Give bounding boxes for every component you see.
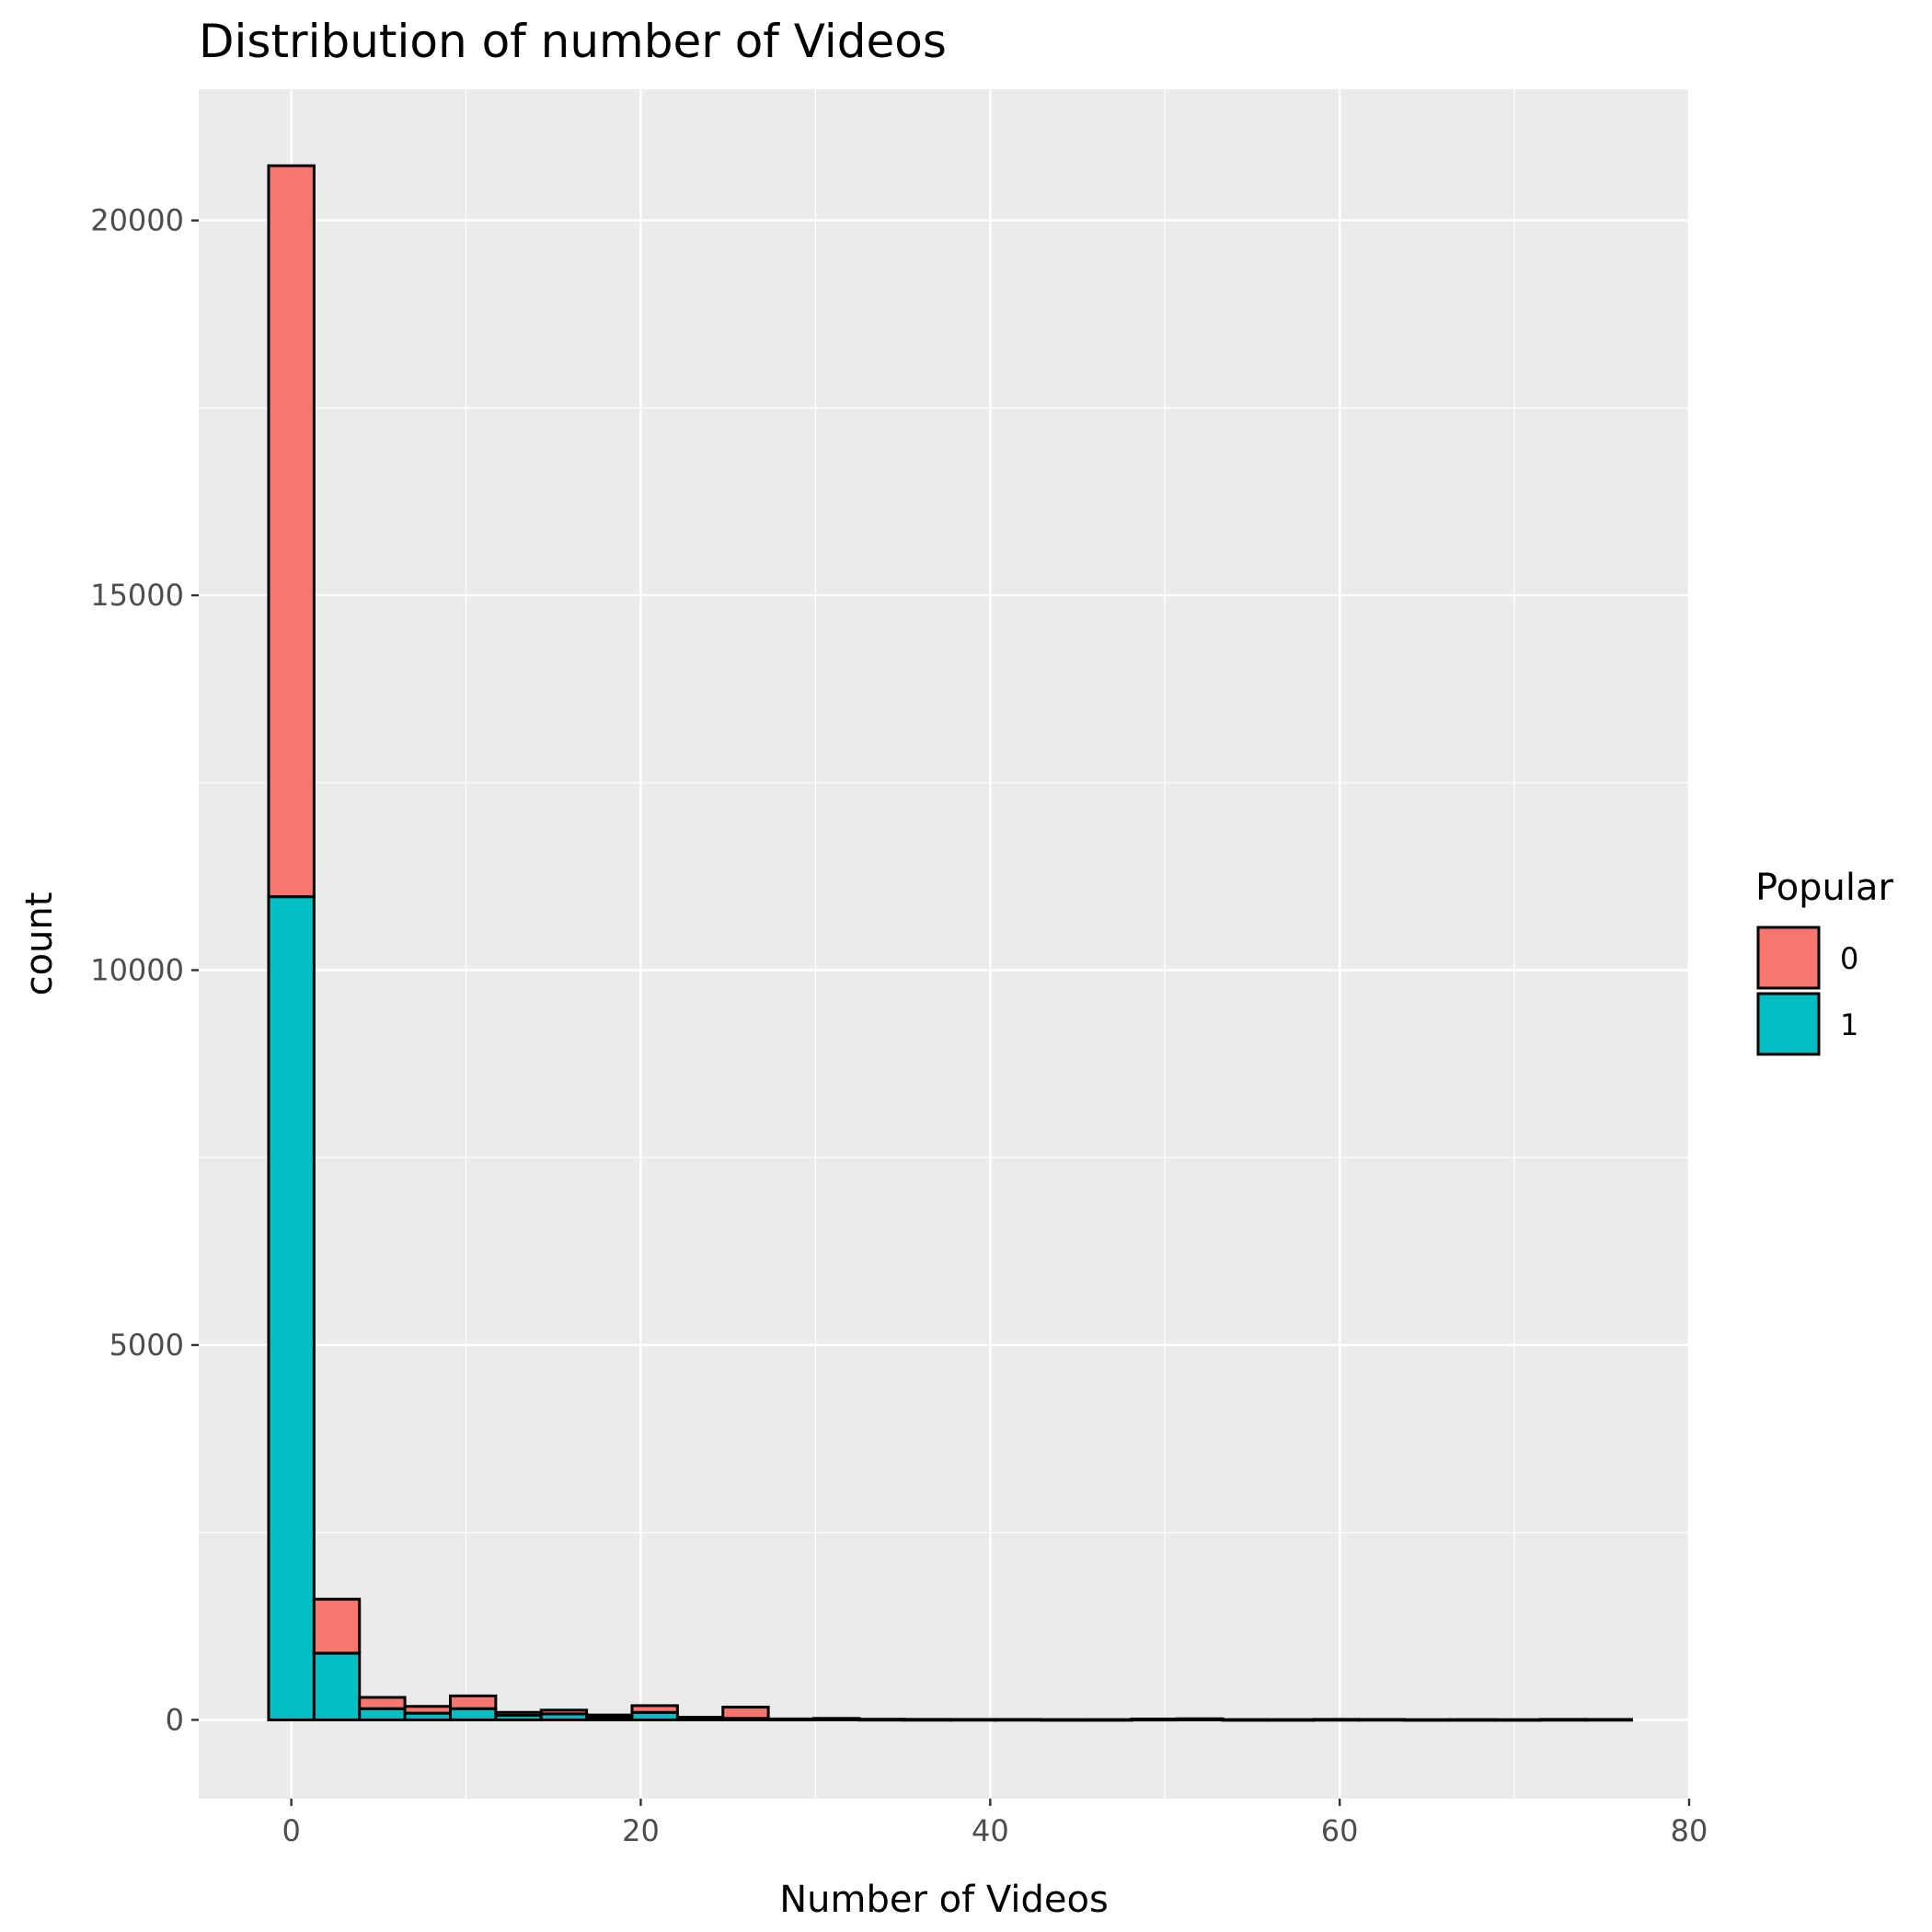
bar-popular-0 bbox=[267, 164, 316, 899]
bar-popular-1 bbox=[312, 1651, 362, 1721]
bar-popular-0 bbox=[448, 1694, 498, 1710]
plot-panel bbox=[199, 89, 1689, 1799]
bar-popular-0 bbox=[403, 1705, 452, 1715]
x-axis-title: Number of Videos bbox=[779, 1879, 1109, 1921]
bar-popular-0 bbox=[949, 1718, 997, 1721]
x-tick-label: 0 bbox=[282, 1813, 300, 1848]
x-axis: 0 20 40 60 80 bbox=[282, 1799, 1708, 1848]
bar-popular-0 bbox=[903, 1718, 952, 1721]
chart-title: Distribution of number of Videos bbox=[199, 15, 947, 68]
y-tick-label: 10000 bbox=[90, 953, 184, 988]
legend-title: Popular bbox=[1755, 867, 1894, 909]
x-tick-label: 60 bbox=[1321, 1813, 1359, 1848]
bar-popular-0 bbox=[1493, 1718, 1543, 1722]
bar-popular-0 bbox=[1448, 1718, 1497, 1722]
y-tick-label: 15000 bbox=[90, 578, 184, 613]
bar-popular-0 bbox=[585, 1713, 634, 1719]
bar-popular-0 bbox=[630, 1704, 679, 1714]
bar-popular-0 bbox=[1085, 1718, 1133, 1722]
bar-popular-1 bbox=[448, 1707, 498, 1721]
bar-popular-1 bbox=[358, 1707, 407, 1721]
x-tick-label: 80 bbox=[1671, 1813, 1708, 1848]
bar-popular-0 bbox=[1221, 1718, 1270, 1722]
bar-popular-0 bbox=[1584, 1718, 1633, 1721]
x-tick-label: 20 bbox=[622, 1813, 660, 1848]
y-axis-title: count bbox=[18, 892, 61, 996]
bar-popular-0 bbox=[494, 1710, 543, 1718]
bar-popular-1 bbox=[267, 895, 316, 1721]
bar-popular-0 bbox=[1539, 1718, 1588, 1721]
bar-popular-0 bbox=[994, 1718, 1042, 1721]
bar-popular-0 bbox=[358, 1696, 407, 1710]
bar-popular-0 bbox=[312, 1597, 362, 1655]
x-tick-label: 40 bbox=[972, 1813, 1009, 1848]
bar-popular-0 bbox=[721, 1706, 770, 1720]
legend-label-0: 0 bbox=[1840, 941, 1858, 976]
y-tick-label: 0 bbox=[166, 1702, 184, 1737]
y-tick-label: 5000 bbox=[109, 1328, 184, 1363]
y-tick-label: 20000 bbox=[90, 203, 184, 238]
bar-popular-0 bbox=[675, 1716, 725, 1721]
y-axis: 0 5000 10000 15000 20000 bbox=[90, 203, 199, 1737]
bar-popular-0 bbox=[1312, 1718, 1361, 1721]
legend-key-1 bbox=[1756, 992, 1821, 1056]
bar-popular-0 bbox=[539, 1708, 589, 1716]
bars bbox=[267, 164, 1633, 1722]
legend-label-1: 1 bbox=[1840, 1007, 1858, 1042]
bar-popular-0 bbox=[1357, 1718, 1406, 1721]
bar-popular-0 bbox=[1039, 1718, 1088, 1722]
bar-popular-0 bbox=[1402, 1718, 1452, 1722]
legend-key-0 bbox=[1756, 926, 1821, 990]
bar-popular-0 bbox=[1266, 1718, 1316, 1722]
bar-popular-0 bbox=[857, 1718, 906, 1721]
legend: Popular 0 1 bbox=[1755, 867, 1894, 1056]
